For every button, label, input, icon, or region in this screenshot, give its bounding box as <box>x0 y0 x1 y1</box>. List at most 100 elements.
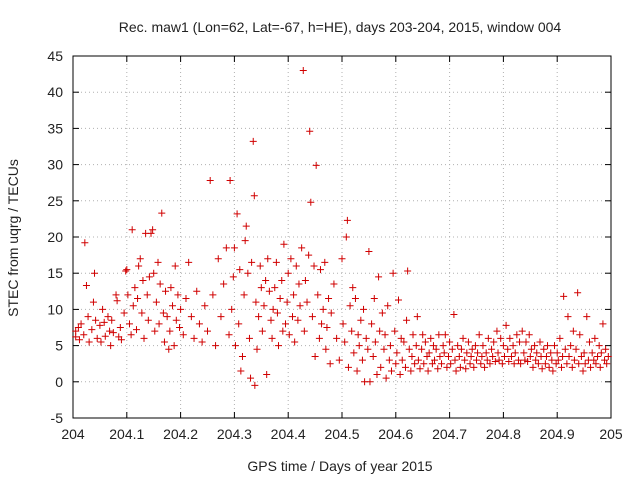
data-point <box>583 313 591 321</box>
data-point <box>459 334 467 342</box>
data-point <box>342 233 350 241</box>
data-point <box>471 342 479 350</box>
data-point <box>256 262 264 270</box>
data-point <box>370 295 378 303</box>
data-point <box>570 356 578 364</box>
data-point <box>182 295 190 303</box>
data-point <box>108 316 116 324</box>
data-point <box>214 255 222 263</box>
data-point <box>145 273 153 281</box>
data-point <box>397 334 405 342</box>
data-point <box>380 345 388 353</box>
data-point <box>518 327 526 335</box>
data-point <box>176 324 184 331</box>
data-point <box>135 262 143 270</box>
data-point <box>522 338 530 346</box>
x-tick-label: 204.2 <box>163 426 198 442</box>
data-point <box>158 209 166 217</box>
data-point <box>604 352 612 360</box>
data-point <box>482 349 490 357</box>
data-point <box>403 316 411 324</box>
data-point <box>429 342 437 350</box>
data-point <box>369 352 377 360</box>
data-point <box>590 356 598 364</box>
data-point <box>217 313 225 321</box>
data-point <box>536 338 544 346</box>
data-point <box>385 356 393 364</box>
data-point <box>91 269 99 277</box>
data-point <box>401 363 409 371</box>
data-point <box>440 349 448 357</box>
data-point <box>139 276 147 284</box>
data-points <box>72 66 612 389</box>
data-point <box>504 345 512 353</box>
data-point <box>447 360 455 368</box>
data-point <box>253 345 261 353</box>
data-point <box>308 313 316 321</box>
data-point <box>241 237 249 245</box>
data-point <box>381 331 389 339</box>
data-point <box>165 345 173 353</box>
data-point <box>240 291 248 299</box>
data-point <box>516 338 524 346</box>
data-point <box>526 352 534 360</box>
data-point <box>456 363 464 371</box>
data-point <box>275 342 283 350</box>
data-point <box>195 320 203 328</box>
data-point <box>416 365 424 373</box>
data-point <box>349 284 357 292</box>
data-point <box>527 345 535 353</box>
data-point <box>124 291 132 299</box>
data-point <box>547 349 555 357</box>
data-point <box>368 320 376 328</box>
x-tick-label: 204.9 <box>540 426 575 442</box>
y-tick-label: 40 <box>47 84 63 100</box>
data-point <box>326 360 334 368</box>
data-point <box>134 295 142 303</box>
data-point <box>427 334 435 342</box>
data-point <box>462 365 470 373</box>
data-point <box>248 258 256 266</box>
x-tick-label: 204.6 <box>378 426 413 442</box>
data-point <box>551 342 559 350</box>
data-point <box>150 269 158 277</box>
data-point <box>386 342 394 350</box>
data-point <box>534 360 542 368</box>
data-point <box>561 345 569 353</box>
data-point <box>264 255 272 263</box>
data-point <box>470 363 478 371</box>
data-point <box>364 345 372 353</box>
data-point <box>109 329 117 337</box>
data-point <box>436 352 444 360</box>
data-point <box>247 374 255 382</box>
data-point <box>588 349 596 357</box>
data-point <box>285 331 293 339</box>
data-point <box>129 302 137 310</box>
data-point <box>507 352 515 360</box>
data-point <box>455 352 463 360</box>
data-point <box>318 320 326 328</box>
data-point <box>389 269 397 277</box>
data-point <box>131 284 139 292</box>
data-point <box>479 342 487 350</box>
data-point <box>282 320 290 328</box>
data-point <box>80 331 88 339</box>
data-point <box>154 258 162 266</box>
data-point <box>280 240 288 248</box>
data-point <box>330 280 338 288</box>
data-point <box>466 360 474 368</box>
data-point <box>333 334 341 342</box>
data-point <box>299 66 307 74</box>
data-point <box>348 327 356 335</box>
data-point <box>262 276 270 284</box>
data-point <box>375 273 383 281</box>
data-point <box>457 345 465 353</box>
y-tick-label: 25 <box>47 193 63 209</box>
data-point <box>179 331 187 339</box>
data-point <box>544 342 552 350</box>
data-point <box>398 356 406 364</box>
data-point <box>185 258 193 266</box>
data-point <box>222 244 230 252</box>
data-point <box>467 352 475 360</box>
